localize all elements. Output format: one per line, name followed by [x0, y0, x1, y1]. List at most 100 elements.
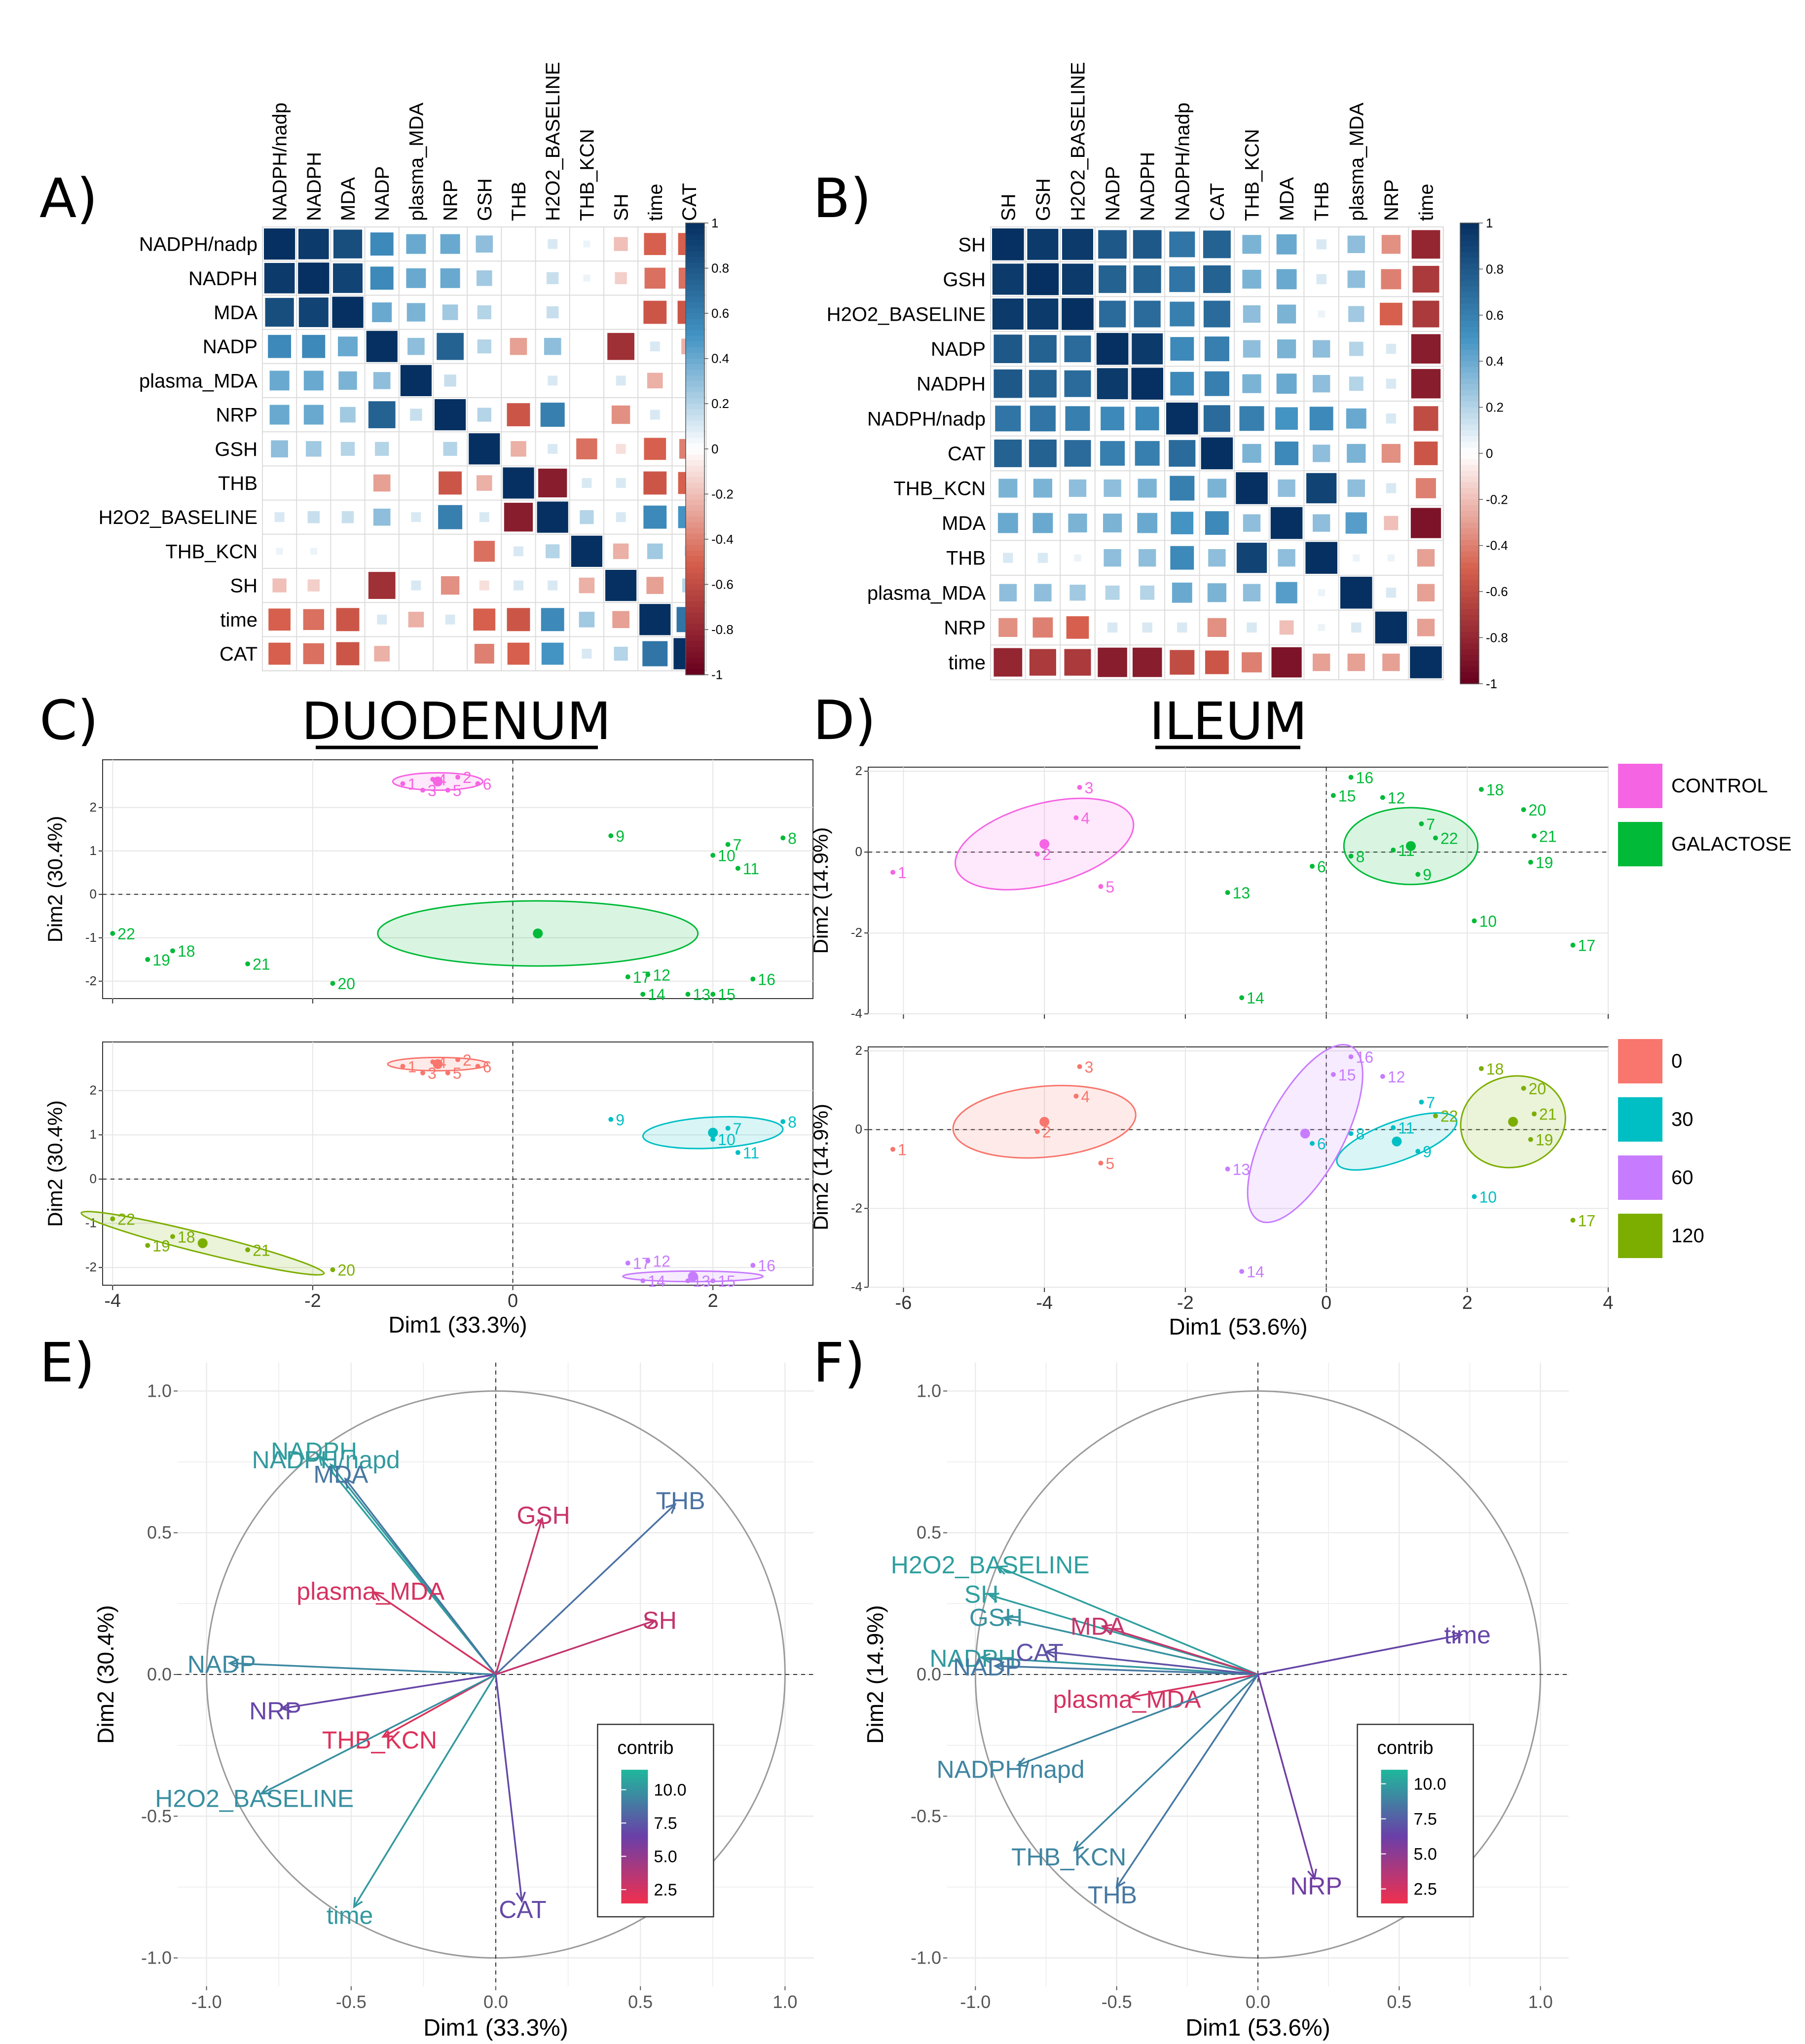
point-label: 17	[1578, 937, 1596, 955]
heatmap-cell	[340, 407, 356, 423]
heatmap-cell	[1236, 543, 1267, 573]
contrib-colorbar-tick-label: 10.0	[1414, 1775, 1446, 1794]
data-point	[1239, 1269, 1245, 1274]
heatmap-cell	[514, 546, 523, 557]
heatmap-cell	[1064, 370, 1091, 397]
heatmap-cell	[374, 646, 390, 662]
point-label: 16	[1356, 1048, 1374, 1066]
variable-label: THB	[1088, 1881, 1137, 1909]
colorbar-segment	[686, 471, 704, 478]
variable-arrow	[1102, 1625, 1258, 1675]
colorbar-tick-label: -0.6	[711, 577, 734, 592]
contrib-colorbar-segment	[1381, 1900, 1408, 1904]
heatmap-cell	[1064, 440, 1091, 467]
heatmap-cell	[264, 263, 295, 294]
contrib-colorbar-segment	[1381, 1810, 1408, 1813]
heatmap-cell	[1387, 554, 1395, 561]
heatmap-cell	[440, 268, 460, 288]
heatmap-cell	[994, 334, 1023, 363]
data-point	[640, 992, 646, 997]
data-point	[1077, 1064, 1082, 1069]
heatmap-cell	[303, 609, 324, 630]
heatmap-cell	[1276, 582, 1297, 603]
colorbar-segment	[1460, 292, 1479, 298]
contrib-legend-frame	[1357, 1723, 1474, 1918]
heatmap-cell	[1032, 513, 1053, 533]
point-label: 16	[758, 1257, 775, 1275]
heatmap-cell	[1068, 479, 1087, 497]
variable-arrowhead	[996, 1565, 1008, 1575]
data-point	[625, 1261, 630, 1266]
heatmap-cell	[994, 369, 1023, 398]
point-label: 12	[1388, 1068, 1405, 1086]
variable-label: plasma_MDA	[1053, 1685, 1201, 1713]
heatmap-cell	[1203, 405, 1230, 432]
variable-arrow	[997, 1566, 1258, 1675]
heatmap-cell	[644, 438, 666, 460]
colorbar-segment	[1460, 603, 1479, 610]
colorbar-segment	[686, 392, 704, 399]
point-label: 12	[1388, 789, 1405, 807]
data-point	[725, 842, 731, 847]
variable-arrowhead	[280, 1702, 292, 1712]
data-point	[735, 866, 740, 871]
heatmap-cell	[1276, 234, 1297, 255]
colorbar-segment	[1460, 505, 1479, 512]
heatmap-cell	[302, 334, 326, 358]
heatmap-col-label: GSH	[474, 178, 496, 221]
panel-label-b: B)	[813, 167, 871, 230]
point-label: 2	[463, 769, 472, 786]
heatmap-cell	[303, 371, 324, 391]
heatmap-cell	[514, 580, 523, 591]
contrib-colorbar-segment	[1381, 1803, 1408, 1806]
point-label: 18	[178, 942, 195, 960]
group-mean-point	[197, 1238, 208, 1248]
x-tick-label: 0.0	[1246, 1992, 1270, 2012]
y-tick-label: 1.0	[147, 1380, 172, 1401]
contrib-colorbar-segment	[621, 1843, 648, 1846]
plot-panel	[868, 1046, 1609, 1288]
point-label: 8	[788, 1113, 797, 1131]
variable-arrowhead	[381, 1728, 393, 1738]
point-label: 12	[653, 966, 670, 984]
colorbar-segment	[1460, 568, 1479, 575]
heatmap-cell	[605, 570, 637, 601]
heatmap-cell	[373, 474, 391, 492]
heatmap-cell	[341, 511, 354, 523]
variable-label: NADPH	[929, 1644, 1016, 1672]
heatmap-cell	[1411, 230, 1440, 259]
y-tick-label: -4	[851, 1279, 862, 1294]
colorbar-segment	[686, 347, 704, 354]
data-point	[780, 1119, 786, 1124]
point-label: 5	[1105, 1155, 1114, 1173]
colorbar-segment	[686, 590, 704, 596]
variable-arrowhead	[344, 1477, 355, 1489]
data-point	[475, 1064, 480, 1069]
heatmap-cell	[1242, 235, 1261, 254]
contrib-colorbar-segment	[1381, 1772, 1408, 1775]
heatmap-cell	[1275, 441, 1299, 465]
colorbar-segment	[686, 307, 704, 314]
heatmap-row-label: CAT	[948, 443, 986, 465]
heatmap-col-label: NRP	[440, 180, 462, 221]
heatmap-cell	[1381, 269, 1401, 290]
heatmap-cell	[504, 503, 533, 532]
data-point	[640, 1278, 646, 1284]
heatmap-cell	[1313, 375, 1330, 393]
heatmap-cell	[1029, 649, 1056, 676]
point-label: 20	[337, 975, 355, 993]
heatmap-cell	[272, 578, 287, 593]
heatmap-row-label: NADPH	[188, 268, 258, 290]
contrib-colorbar-segment	[621, 1841, 648, 1844]
x-tick-label: -1.0	[960, 1992, 991, 2012]
variable-label: NRP	[1290, 1872, 1342, 1900]
heatmap-cell	[1099, 265, 1127, 293]
heatmap-cell	[1278, 549, 1295, 567]
colorbar-segment	[1460, 390, 1479, 397]
heatmap-cell	[370, 232, 394, 256]
colorbar-segment	[1460, 327, 1479, 333]
data-point	[445, 1070, 450, 1076]
heatmap-cell	[375, 442, 389, 456]
heatmap-col-label: NRP	[1381, 180, 1402, 221]
heatmap-cell	[1135, 441, 1160, 466]
